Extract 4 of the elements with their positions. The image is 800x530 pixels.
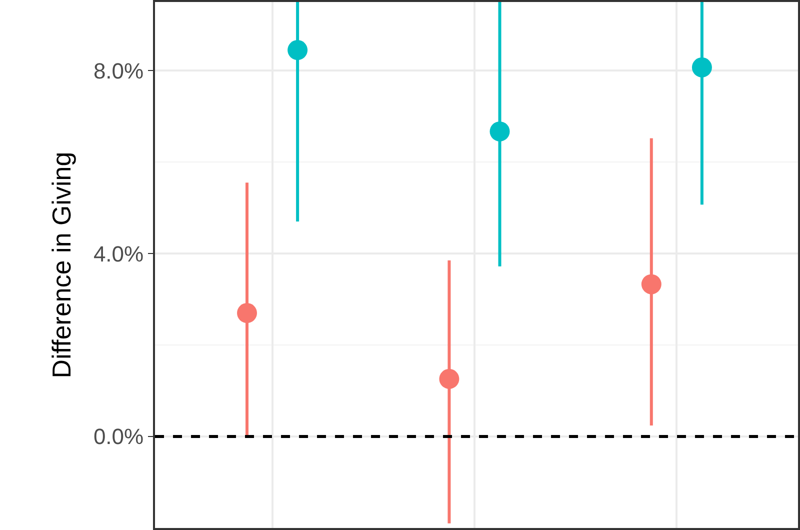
y-tick-label: 8.0% [93,58,144,84]
y-tick-label: 0.0% [93,424,144,450]
y-axis-title: Difference in Giving [46,152,76,378]
y-tick-label: 4.0% [93,241,144,266]
